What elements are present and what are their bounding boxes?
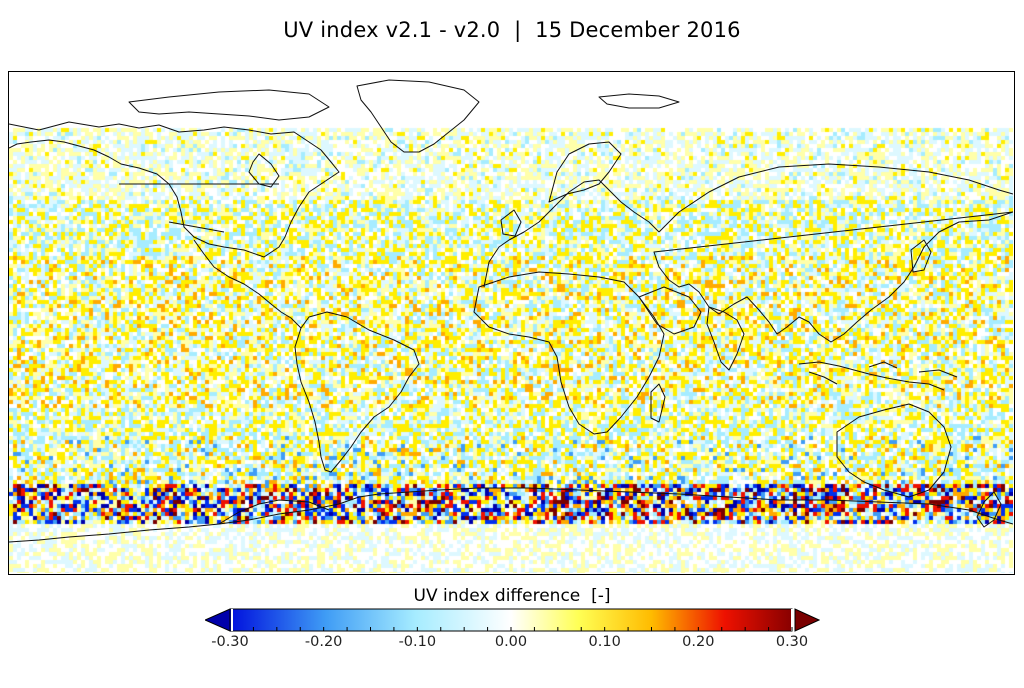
coastline-antarctica bbox=[9, 487, 1013, 543]
world-map bbox=[8, 71, 1015, 575]
coastlines-and-borders bbox=[9, 79, 1013, 543]
coastline-indonesia bbox=[798, 361, 958, 391]
border-us-mexico bbox=[168, 221, 225, 233]
colorbar-tick-label: 0.00 bbox=[494, 634, 528, 650]
colorbar-tick-label: -0.30 bbox=[211, 634, 249, 650]
uv-difference-heatmap bbox=[9, 72, 1013, 573]
coastline-europe bbox=[483, 179, 660, 288]
coastline-madagascar bbox=[650, 383, 666, 423]
colorbar-tick-label: 0.30 bbox=[775, 634, 809, 650]
coastline-north-america bbox=[9, 121, 340, 258]
colorbar-over-arrow bbox=[794, 608, 820, 632]
coastline-africa bbox=[473, 271, 665, 435]
coastline-scandinavia bbox=[548, 141, 622, 203]
colorbar-under-arrow bbox=[205, 608, 231, 632]
coastline-hudson-bay bbox=[248, 153, 280, 188]
coastline-india bbox=[706, 306, 745, 371]
coastline-new-zealand bbox=[976, 491, 1002, 528]
coastline-british-isles bbox=[500, 209, 522, 237]
coastline-japan bbox=[910, 239, 932, 273]
colorbar-tick-label: 0.20 bbox=[682, 634, 715, 650]
coastline-greenland bbox=[356, 79, 480, 153]
colorbar-tick-label: -0.10 bbox=[398, 634, 437, 650]
coastline-arabia bbox=[638, 286, 702, 335]
coastline-australia bbox=[836, 403, 952, 498]
coastline-south-america bbox=[294, 311, 420, 473]
colorbar-tick-label: 0.10 bbox=[588, 634, 621, 650]
coastline-central-america bbox=[193, 239, 302, 329]
coastline-asia bbox=[653, 163, 1013, 343]
colorbar bbox=[205, 608, 820, 632]
colorbar-tick-label: -0.20 bbox=[304, 634, 343, 650]
coastline-arctic-islands bbox=[128, 89, 330, 121]
colorbar-title: UV index difference [-] bbox=[413, 586, 611, 606]
map-title: UV index v2.1 - v2.0 | 15 December 2016 bbox=[283, 18, 741, 42]
